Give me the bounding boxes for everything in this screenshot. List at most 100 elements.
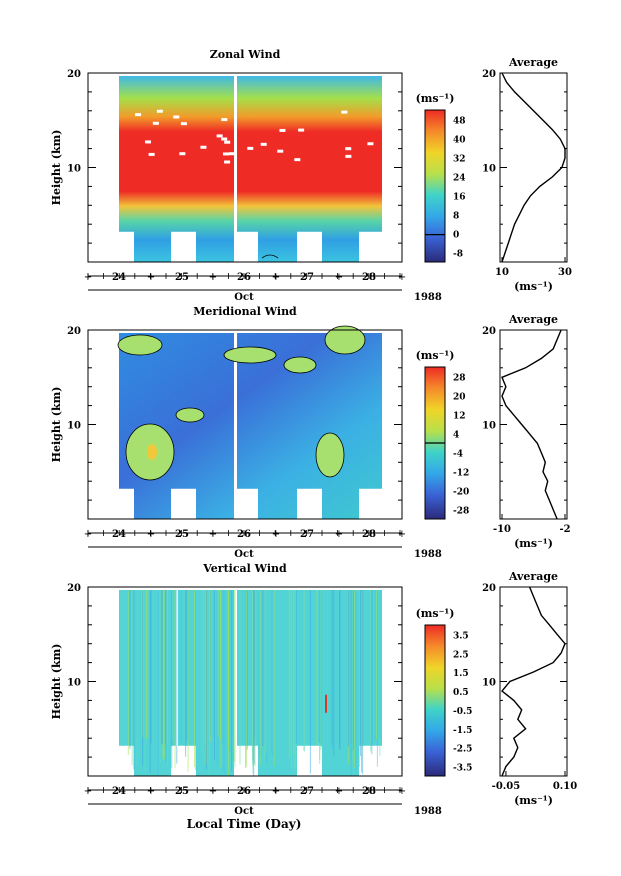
field-texture	[252, 590, 254, 767]
field-texture	[333, 590, 335, 757]
colorbar-label: -0.5	[453, 707, 472, 717]
field-texture	[374, 590, 376, 741]
field-texture	[359, 590, 361, 757]
data-gap	[222, 152, 229, 156]
field-texture	[259, 590, 261, 766]
field-texture	[379, 590, 381, 739]
data-gap	[359, 488, 382, 519]
x-tick-label: 25	[175, 272, 189, 283]
data-gap	[180, 122, 187, 126]
data-gap	[200, 145, 207, 149]
field-texture	[149, 590, 151, 741]
data-gap	[234, 76, 237, 262]
field-texture	[290, 590, 292, 767]
field-texture	[210, 590, 212, 743]
field-texture	[254, 590, 256, 738]
profile-x-tick-label: -0.05	[492, 781, 521, 792]
colorbar-label: -1.5	[453, 726, 472, 736]
contour-patch	[324, 325, 366, 355]
y-axis-label: Height (km)	[50, 130, 63, 206]
data-gap	[260, 142, 267, 146]
profile-frame	[499, 329, 568, 520]
field-texture	[254, 590, 256, 767]
data-gap	[152, 121, 159, 125]
data-gap	[297, 488, 322, 519]
field-texture	[204, 590, 206, 745]
field-texture	[180, 590, 182, 742]
profile-line	[501, 586, 566, 777]
field-texture	[320, 590, 322, 747]
field-texture	[170, 590, 172, 747]
wind-field	[119, 76, 382, 262]
x-tick-label: 26	[237, 272, 251, 283]
colorbar-label: 16	[453, 193, 466, 203]
field-texture	[171, 590, 173, 739]
x-plus-marker: +	[209, 529, 217, 540]
month-label: Oct	[234, 806, 254, 817]
field-texture	[216, 590, 218, 766]
year-label: 1988	[414, 806, 442, 817]
data-gap	[297, 745, 322, 776]
field-texture	[303, 590, 305, 752]
data-gap	[135, 113, 142, 117]
x-plus-marker: +	[147, 272, 155, 283]
field-texture	[231, 590, 233, 772]
colorbar-unit: (ms⁻¹)	[416, 92, 455, 105]
y-tick-label: 20	[67, 326, 81, 337]
field-texture	[325, 694, 327, 713]
field-texture	[371, 590, 373, 755]
x-tick-label: 24	[112, 272, 126, 283]
field-texture	[246, 590, 248, 750]
x-plus-marker: +	[209, 272, 217, 283]
contour-patch	[117, 334, 163, 356]
colorbar-label: 32	[453, 155, 466, 165]
field-texture	[231, 590, 233, 739]
y-axis-label: Height (km)	[50, 387, 63, 463]
x-plus-marker: +	[335, 272, 343, 283]
field-texture	[263, 590, 265, 759]
field-texture	[266, 590, 268, 763]
field-texture	[203, 590, 205, 740]
y-axis-label: Height (km)	[50, 644, 63, 720]
field-texture	[164, 590, 166, 760]
field-area	[119, 76, 382, 262]
colorbar-label: 0.5	[453, 688, 469, 698]
main-axes: 10 20 Height (km) + + + + + +24 25 26 27 28 Oct 1988	[50, 326, 442, 560]
field-texture	[253, 590, 255, 776]
field-texture	[265, 590, 267, 752]
field-texture	[376, 590, 378, 767]
colorbar-label: 48	[453, 117, 466, 127]
field-texture	[220, 590, 222, 768]
data-gap	[148, 152, 155, 156]
profile-panel: Average 10 20 -0.05 0.10(ms⁻¹)	[482, 570, 577, 807]
contour-patch	[147, 444, 157, 460]
x-plus-marker: +	[209, 786, 217, 797]
data-gap	[234, 590, 237, 776]
data-gap	[298, 128, 305, 132]
field-texture	[164, 590, 166, 746]
field-texture	[362, 590, 364, 775]
field-texture	[352, 590, 354, 762]
colorbar: (ms⁻¹) 3.5 2.5 1.5 0.5 -0.5 -1.5 -2.5 -3.5	[416, 607, 472, 777]
panel-1: Zonal Wind 10 20 Height (km) + + + + + +24 25 26 27 2…	[50, 48, 572, 303]
field-texture	[245, 590, 247, 769]
data-gap	[119, 231, 134, 262]
profile-panel: Average 10 20 -10 -2 (ms⁻¹)	[482, 313, 571, 550]
colorbar-label: 24	[453, 174, 466, 184]
field-texture	[219, 590, 221, 740]
field-texture	[288, 590, 290, 759]
data-gap	[228, 152, 235, 156]
main-axes: 10 20 Height (km) + + + + + +24 25 26 27 28 Oct 1988	[50, 69, 442, 303]
x-tick-label: 26	[237, 529, 251, 540]
y-tick-label: 10	[67, 164, 81, 175]
x-tick-label: 24	[112, 786, 126, 797]
data-gap	[119, 745, 134, 776]
x-tick-label: 25	[175, 529, 189, 540]
x-plus-marker: +	[84, 272, 92, 283]
colorbar-label: 4	[453, 431, 459, 441]
colorbar-label: 3.5	[453, 631, 469, 641]
colorbar-label: 0	[453, 231, 459, 241]
field-texture	[316, 590, 318, 746]
field-texture	[271, 590, 273, 754]
field-texture	[166, 590, 168, 746]
